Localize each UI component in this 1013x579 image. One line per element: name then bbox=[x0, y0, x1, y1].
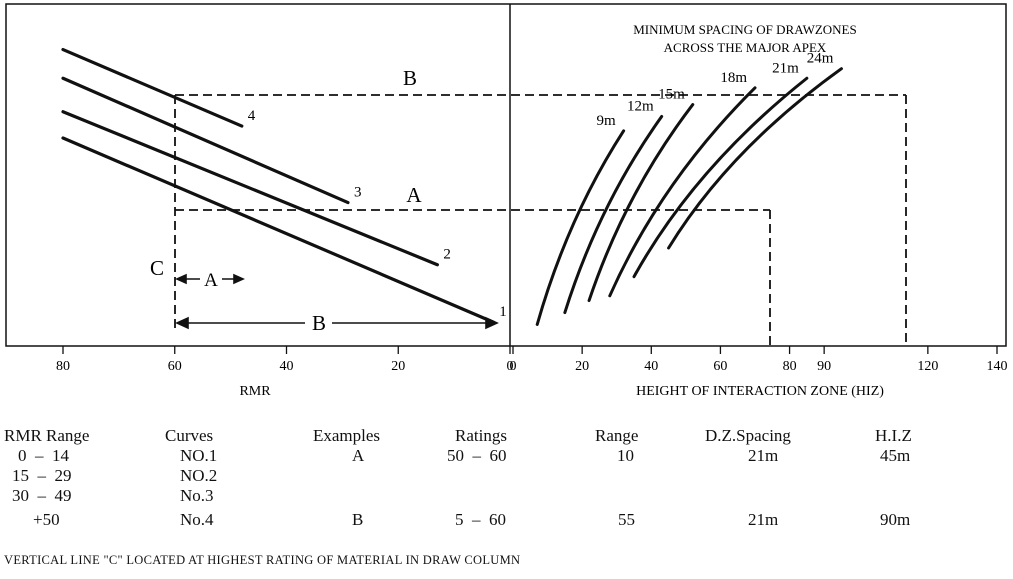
table-cell: 21m bbox=[748, 446, 779, 465]
arrow-a-head-left bbox=[175, 273, 187, 285]
table-cell: 0 – 14 bbox=[18, 446, 69, 465]
spacing-curve-label: 21m bbox=[772, 60, 799, 76]
table-cell: +50 bbox=[33, 510, 60, 529]
spacing-curve-12m bbox=[563, 115, 664, 315]
right-x-ticks: 0 20 40 60 80 90 120 140 bbox=[510, 346, 1008, 374]
chart-figure: 80 60 40 20 0 0 20 40 60 80 90 120 140 RMR HEIGHT O… bbox=[5, 3, 1008, 399]
right-tick-label: 90 bbox=[817, 359, 831, 374]
table-header-dz-spacing: D.Z.Spacing bbox=[705, 426, 791, 445]
left-tick-label: 40 bbox=[280, 359, 294, 374]
rmr-curve-1 bbox=[61, 136, 495, 324]
spacing-curve-label: 12m bbox=[627, 99, 654, 115]
table-header-range: Range bbox=[595, 426, 639, 445]
label-a-arrow: A bbox=[204, 270, 218, 291]
rmr-curves: 1 2 3 4 bbox=[61, 47, 507, 324]
rmr-curve-label: 1 bbox=[499, 304, 507, 320]
table-cell: 10 bbox=[617, 446, 634, 465]
rmr-curve-label: 4 bbox=[248, 108, 256, 124]
table-header-examples: Examples bbox=[313, 426, 381, 445]
spacing-curve-18m bbox=[608, 86, 757, 298]
right-tick-label: 140 bbox=[987, 359, 1008, 374]
right-tick-label: 20 bbox=[575, 359, 589, 374]
spacing-curve-9m bbox=[535, 129, 626, 326]
table-cell: NO.2 bbox=[180, 466, 218, 485]
left-x-ticks: 80 60 40 20 0 bbox=[56, 346, 514, 374]
label-a-mid: A bbox=[406, 183, 422, 207]
label-b-arrow: B bbox=[312, 311, 326, 335]
table-cell: No.3 bbox=[180, 486, 214, 505]
range-arrows bbox=[175, 273, 499, 330]
table-header-hiz: H.I.Z bbox=[875, 426, 912, 445]
spacing-curve-label: 9m bbox=[596, 113, 616, 129]
right-tick-label: 120 bbox=[917, 359, 938, 374]
rmr-curve-label: 2 bbox=[443, 247, 451, 263]
spacing-curve-24m bbox=[667, 67, 843, 250]
table-cell: 15 – 29 bbox=[12, 466, 72, 485]
table-cell: 50 – 60 bbox=[447, 446, 507, 465]
table-header-curves: Curves bbox=[165, 426, 214, 445]
left-tick-label: 20 bbox=[391, 359, 405, 374]
table-cell: 55 bbox=[618, 510, 635, 529]
right-tick-label: 40 bbox=[644, 359, 658, 374]
table-header-rmr-range: RMR Range bbox=[4, 426, 90, 445]
right-tick-label: 80 bbox=[783, 359, 797, 374]
spacing-curve-label: 24m bbox=[807, 51, 834, 67]
label-b-top: B bbox=[403, 66, 417, 90]
left-tick-label: 80 bbox=[56, 359, 70, 374]
left-tick-label: 0 bbox=[507, 359, 514, 374]
table-cell: 5 – 60 bbox=[455, 510, 506, 529]
left-x-axis-label: RMR bbox=[239, 384, 271, 399]
spacing-curve-21m bbox=[632, 76, 809, 279]
table-cell: B bbox=[352, 510, 364, 529]
rmr-curve-4 bbox=[61, 47, 244, 128]
label-c: C bbox=[150, 256, 164, 280]
rmr-curve-3 bbox=[61, 76, 350, 205]
table-cell: NO.1 bbox=[180, 446, 218, 465]
spacing-curve-label: 15m bbox=[658, 87, 685, 103]
right-panel-title-line1: MINIMUM SPACING OF DRAWZONES bbox=[633, 22, 856, 37]
left-tick-label: 60 bbox=[168, 359, 182, 374]
table-cell: A bbox=[352, 446, 365, 465]
right-tick-label: 0 bbox=[510, 359, 517, 374]
arrow-a-head-right bbox=[233, 273, 245, 285]
rmr-curve-label: 3 bbox=[354, 185, 362, 201]
footnote: VERTICAL LINE "C" LOCATED AT HIGHEST RAT… bbox=[4, 553, 521, 567]
chart-frame bbox=[5, 3, 1007, 347]
table-cell: 90m bbox=[880, 510, 911, 529]
spacing-curve-15m bbox=[587, 103, 695, 303]
rmr-curve-2 bbox=[61, 110, 439, 267]
table-cell: No.4 bbox=[180, 510, 214, 529]
right-x-axis-label: HEIGHT OF INTERACTION ZONE (HIZ) bbox=[636, 384, 884, 399]
table-header-ratings: Ratings bbox=[455, 426, 507, 445]
arrow-b-head-left bbox=[175, 316, 189, 330]
right-panel-title-line2: ACROSS THE MAJOR APEX bbox=[664, 40, 827, 55]
spacing-curve-label: 18m bbox=[720, 70, 747, 86]
table-cell: 21m bbox=[748, 510, 779, 529]
table-cell: 30 – 49 bbox=[12, 486, 72, 505]
right-tick-label: 60 bbox=[713, 359, 727, 374]
table-cell: 45m bbox=[880, 446, 911, 465]
